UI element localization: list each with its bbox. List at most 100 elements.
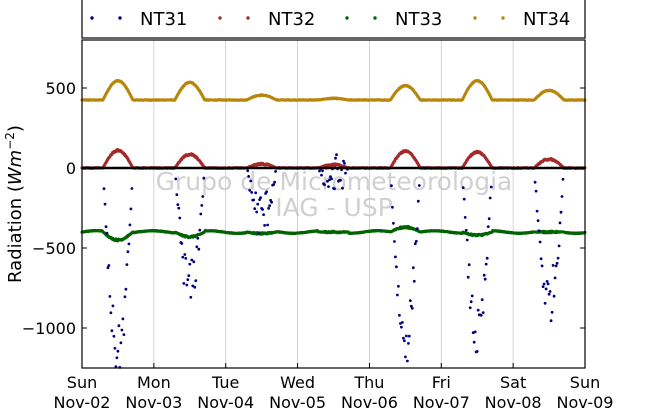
- data-point: [323, 183, 326, 187]
- data-point: [246, 169, 250, 173]
- legend-marker: [345, 16, 349, 20]
- data-point: [484, 262, 488, 266]
- data-point: [543, 301, 547, 305]
- data-point: [249, 179, 253, 183]
- data-point: [416, 199, 420, 203]
- data-point: [122, 333, 126, 336]
- data-point: [467, 263, 471, 267]
- data-point: [108, 295, 112, 298]
- data-point: [181, 255, 185, 259]
- data-point: [116, 349, 120, 353]
- data-point: [185, 283, 189, 287]
- data-point: [550, 310, 554, 314]
- data-point: [464, 228, 468, 232]
- data-point: [104, 225, 108, 229]
- data-point: [327, 185, 330, 189]
- data-point: [555, 261, 559, 265]
- legend-marker: [501, 16, 505, 20]
- x-tick-date: Nov-08: [485, 393, 542, 409]
- data-point: [468, 306, 472, 310]
- x-tick-day: Sun: [570, 373, 600, 392]
- data-point: [554, 264, 558, 268]
- data-point: [481, 311, 485, 314]
- data-point: [538, 240, 542, 244]
- data-point: [485, 256, 489, 260]
- data-point: [200, 204, 204, 207]
- data-point: [394, 255, 397, 259]
- data-point: [274, 170, 277, 173]
- data-point: [330, 177, 333, 181]
- data-point: [117, 324, 121, 328]
- legend-marker: [90, 16, 94, 20]
- data-point: [545, 280, 549, 283]
- data-point: [257, 232, 260, 236]
- data-point: [402, 336, 405, 340]
- data-point: [176, 203, 180, 207]
- data-point: [193, 285, 197, 289]
- data-point: [120, 328, 124, 332]
- x-tick-date: Nov-06: [341, 393, 398, 409]
- data-point: [259, 196, 262, 200]
- data-point: [405, 334, 408, 338]
- data-point: [557, 244, 561, 248]
- data-point: [106, 266, 110, 270]
- data-point: [198, 228, 202, 232]
- data-point: [408, 299, 412, 302]
- data-point: [180, 242, 184, 245]
- legend-label: NT32: [268, 9, 315, 30]
- x-tick-date: Nov-05: [269, 393, 326, 409]
- watermark: Grupo de Micrometeorologia IAG - USP: [156, 167, 513, 222]
- data-point: [107, 264, 111, 267]
- watermark-line-2: IAG - USP: [275, 193, 393, 222]
- data-point: [194, 279, 198, 283]
- x-tick-day: Thu: [353, 373, 384, 392]
- data-point: [392, 221, 395, 225]
- data-point: [109, 311, 113, 315]
- legend-item-nt34: NT34: [473, 9, 570, 30]
- data-point: [393, 240, 396, 243]
- data-point: [263, 224, 266, 227]
- legend-label: NT31: [140, 9, 187, 30]
- data-point: [546, 282, 550, 286]
- data-point: [413, 242, 417, 246]
- data-point: [187, 274, 191, 277]
- data-point: [178, 216, 182, 220]
- data-point: [115, 356, 119, 360]
- data-point: [321, 169, 324, 173]
- data-point: [268, 204, 271, 208]
- data-point: [473, 330, 477, 334]
- data-point: [341, 186, 344, 190]
- legend-frame: [81, 0, 586, 39]
- legend-marker: [218, 16, 222, 20]
- data-point: [479, 313, 483, 317]
- data-point: [415, 227, 419, 231]
- data-point: [533, 180, 537, 184]
- data-point: [540, 264, 544, 268]
- data-point: [537, 229, 541, 233]
- watermark-line-1: Grupo de Micrometeorologia: [156, 167, 513, 196]
- data-point: [461, 186, 465, 190]
- data-point: [103, 202, 107, 206]
- data-point: [182, 282, 186, 285]
- y-axis: 500 0 −500 −1000: [22, 79, 585, 338]
- x-axis: SunNov-02MonNov-03TueNov-04WedNov-05ThuN…: [54, 363, 613, 409]
- data-point: [127, 242, 131, 246]
- data-point: [559, 210, 563, 214]
- plot-area: [82, 40, 585, 368]
- legend-item-nt31: NT31: [90, 9, 187, 30]
- data-point: [250, 191, 254, 194]
- data-point: [121, 317, 125, 321]
- data-point: [552, 294, 556, 298]
- data-point: [489, 185, 493, 189]
- y-tick-label: −500: [32, 239, 76, 258]
- data-point: [270, 200, 273, 204]
- data-point: [262, 213, 265, 217]
- data-point: [183, 253, 187, 256]
- data-point: [119, 341, 123, 345]
- data-point: [487, 217, 491, 221]
- data-point: [326, 179, 329, 183]
- data-point: [544, 287, 548, 291]
- data-point: [186, 278, 190, 281]
- data-point: [549, 319, 553, 323]
